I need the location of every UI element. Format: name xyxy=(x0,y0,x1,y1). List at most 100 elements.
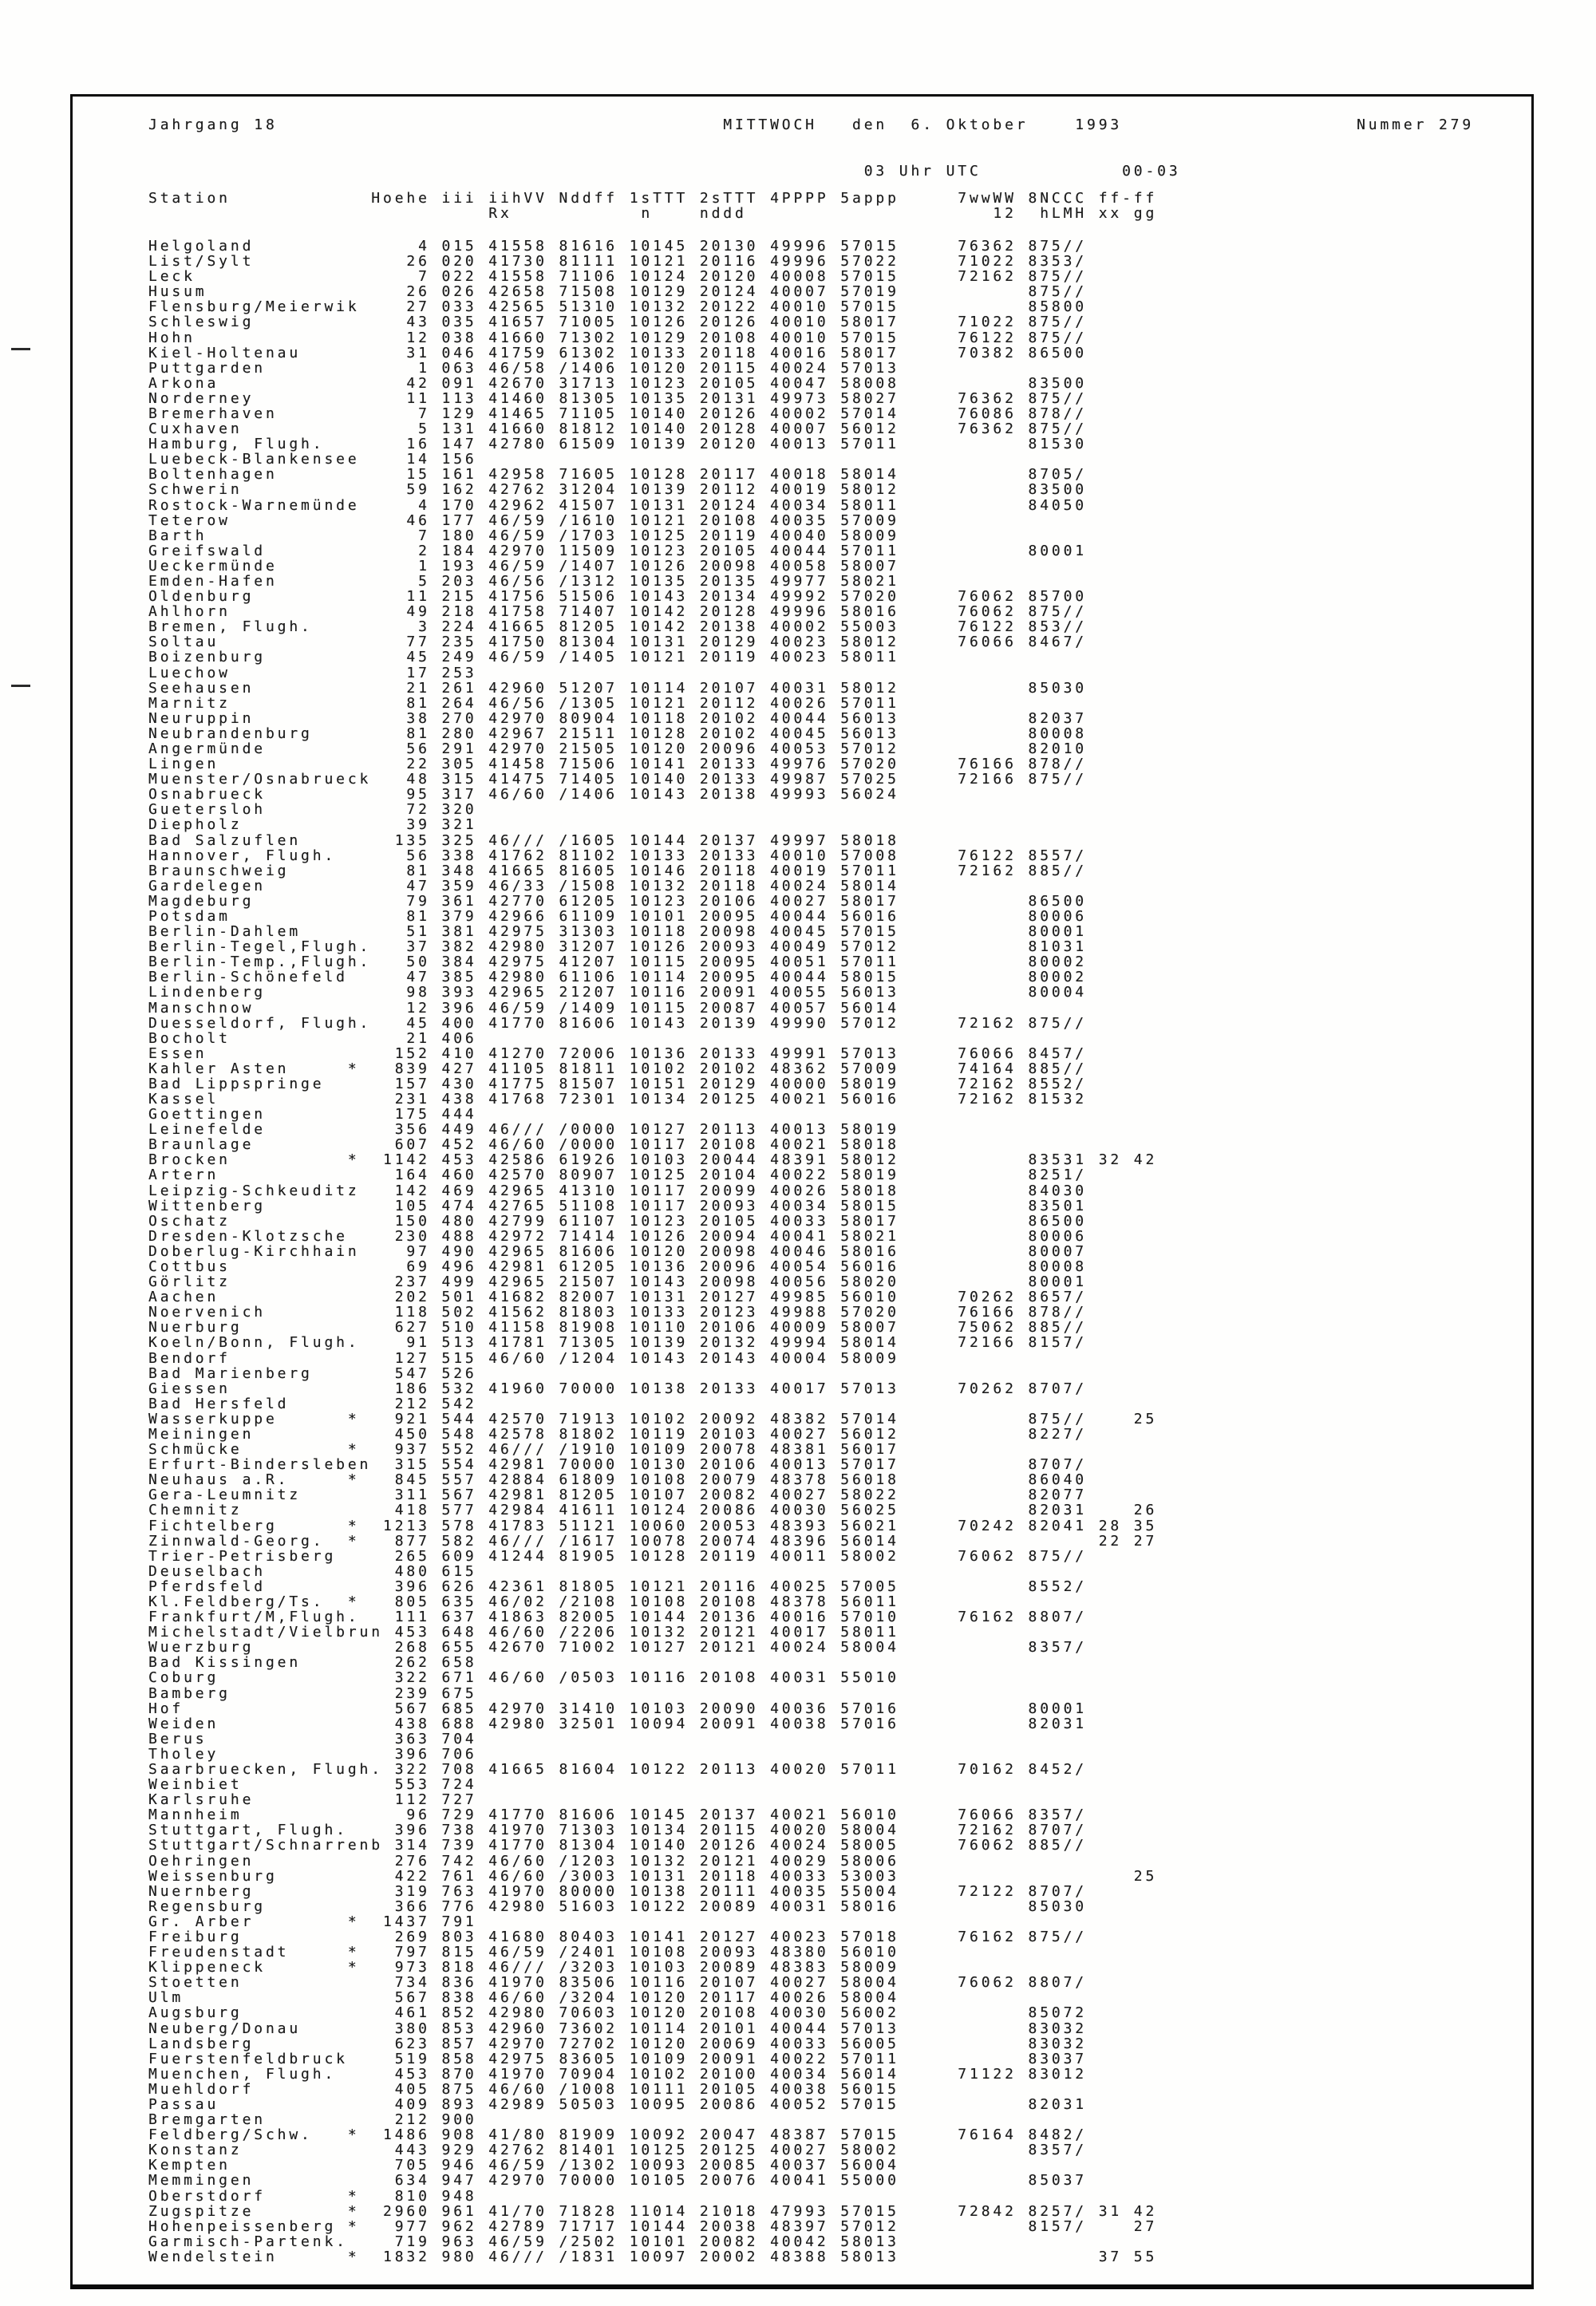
group-8nccc: 8482/ xyxy=(1028,2126,1087,2144)
group-nddff: /2108 xyxy=(559,1593,618,1610)
table-row: Muenster/Osnabrueck 48 315 41475 71405 10140 2… xyxy=(148,771,1553,788)
group-iihvv: 42670 xyxy=(488,374,547,392)
group-1sttt: 10121 xyxy=(629,253,689,270)
group-5appp: 58004 xyxy=(840,1639,899,1656)
colhead-gg: gg xyxy=(1133,205,1158,222)
group-2sttt: 20124 xyxy=(699,283,759,301)
group-iihvv: 42980 xyxy=(488,969,547,986)
group-nddff: /2502 xyxy=(559,2233,618,2250)
group-8nccc: 8353/ xyxy=(1028,253,1087,270)
group-1sttt: 10101 xyxy=(629,2233,689,2250)
station-name: Braunschweig xyxy=(148,862,290,879)
height-value: 150 xyxy=(394,1212,430,1230)
group-2sttt: 20115 xyxy=(699,1822,759,1839)
group-1sttt: 10143 xyxy=(629,786,689,804)
group-1sttt: 10136 xyxy=(629,1044,689,1062)
group-2sttt: 20085 xyxy=(699,2157,759,2174)
group-4pppp: 40023 xyxy=(770,1928,829,1945)
station-name: Boltenhagen xyxy=(148,466,278,484)
group-5appp: 58014 xyxy=(840,466,899,484)
station-name: Dresden-Klotzsche xyxy=(148,1227,348,1245)
station-name: Schmücke xyxy=(148,1441,243,1459)
height-value: 269 xyxy=(394,1928,430,1945)
star-marker: * xyxy=(347,1060,360,1077)
height-value: 734 xyxy=(394,1974,430,1992)
group-7wwww: 72162 xyxy=(958,1075,1017,1092)
group-4pppp: 48383 xyxy=(770,1959,829,1976)
group-4pppp: 49994 xyxy=(770,1334,829,1352)
group-nddff: 81507 xyxy=(559,1075,618,1092)
station-number: 542 xyxy=(441,1395,477,1412)
height-value: 98 xyxy=(406,984,430,1001)
height-value: 396 xyxy=(394,1822,430,1839)
group-2sttt: 20098 xyxy=(699,1242,759,1260)
station-number: 046 xyxy=(441,344,477,361)
group-1sttt: 10116 xyxy=(629,1974,689,1992)
height-value: 11 xyxy=(406,588,430,606)
group-nddff: 81811 xyxy=(559,1060,618,1077)
group-8nccc: 8707/ xyxy=(1028,1380,1087,1397)
station-name: Freiburg xyxy=(148,1928,243,1945)
group-2sttt: 20089 xyxy=(699,1959,759,1976)
station-name: Bad Marienberg xyxy=(148,1364,313,1382)
table-row: Braunschweig 81 348 41665 81605 10146 20118 400… xyxy=(148,863,1553,879)
group-1sttt: 10123 xyxy=(629,1212,689,1230)
group-1sttt: 10114 xyxy=(629,679,689,697)
group-iihvv: 41770 xyxy=(488,1837,547,1854)
group-iihvv: 42789 xyxy=(488,2217,547,2235)
station-number: 253 xyxy=(441,664,477,681)
station-number: 548 xyxy=(441,1426,477,1443)
station-name: Essen xyxy=(148,1044,207,1062)
table-row: Berlin-Tegel,Flugh. 37 382 42980 31207 10126 2… xyxy=(148,938,1553,956)
table-row: Fichtelberg * 1213 578 41783 51121 10060 20053 4… xyxy=(148,1518,1553,1534)
group-nddff: 80403 xyxy=(559,1928,618,1945)
group-1sttt: 10107 xyxy=(629,1487,689,1504)
group-7wwww: 70242 xyxy=(958,1517,1017,1534)
station-name: Bremerhaven xyxy=(148,405,278,422)
station-number: 582 xyxy=(441,1532,477,1550)
station-number: 026 xyxy=(441,283,477,301)
station-number: 033 xyxy=(441,298,477,316)
group-1sttt: 10131 xyxy=(629,1867,689,1885)
station-number: 338 xyxy=(441,847,477,864)
group-2sttt: 20104 xyxy=(699,1167,759,1184)
group-4pppp: 48391 xyxy=(770,1151,829,1169)
group-5appp: 57012 xyxy=(840,938,899,956)
group-nddff: 71913 xyxy=(559,1410,618,1427)
group-4pppp: 40033 xyxy=(770,1867,829,1885)
station-name: Saarbruecken, Flugh. xyxy=(148,1761,383,1778)
station-number: 738 xyxy=(441,1822,477,1839)
group-1sttt: 10119 xyxy=(629,1426,689,1443)
station-name: Trier-Petrisberg xyxy=(148,1547,337,1565)
station-name: Stuttgart/Schnarrenb xyxy=(148,1837,383,1854)
group-nddff: 31713 xyxy=(559,374,618,392)
group-4pppp: 48393 xyxy=(770,1517,829,1534)
group-2sttt: 20133 xyxy=(699,756,759,773)
height-value: 237 xyxy=(394,1273,430,1291)
height-value: 26 xyxy=(406,283,430,301)
table-row: Lindenberg 98 393 42965 21207 10116 20091 40055… xyxy=(148,984,1553,1001)
table-row: Soltau 77 235 41750 81304 10131 20129 40023 5801… xyxy=(148,634,1553,650)
group-1sttt: 10145 xyxy=(629,1806,689,1824)
group-5appp: 58014 xyxy=(840,877,899,894)
group-5appp: 56011 xyxy=(840,1593,899,1610)
station-number: 460 xyxy=(441,1167,477,1184)
table-row: Fuerstenfeldbruck 519 858 42975 83605 10109 20… xyxy=(148,2051,1553,2067)
group-4pppp: 40034 xyxy=(770,1197,829,1214)
group-nddff: 71828 xyxy=(559,2202,618,2220)
table-row: Gardelegen 47 359 46/33/1508 10132 20118 40024… xyxy=(148,878,1553,894)
table-row: Michelstadt/Vielbrun 453 648 46/60/2206 1013… xyxy=(148,1624,1553,1641)
group-2sttt: 20119 xyxy=(699,649,759,666)
table-row: Boizenburg 45 249 46/59/1405 10121 20119 40023… xyxy=(148,649,1553,665)
group-iihvv: 42980 xyxy=(488,1715,547,1732)
group-nddff: /1406 xyxy=(559,786,618,804)
group-4pppp: 49976 xyxy=(770,756,829,773)
group-5appp: 56010 xyxy=(840,1289,899,1306)
station-name: Rostock-Warnemünde xyxy=(148,496,360,514)
height-value: 356 xyxy=(394,1121,430,1139)
group-nddff: 81803 xyxy=(559,1304,618,1321)
group-2sttt: 20129 xyxy=(699,634,759,651)
group-2sttt: 20136 xyxy=(699,1609,759,1626)
group-2sttt: 20102 xyxy=(699,725,759,742)
group-7wwww: 76162 xyxy=(958,1928,1017,1945)
